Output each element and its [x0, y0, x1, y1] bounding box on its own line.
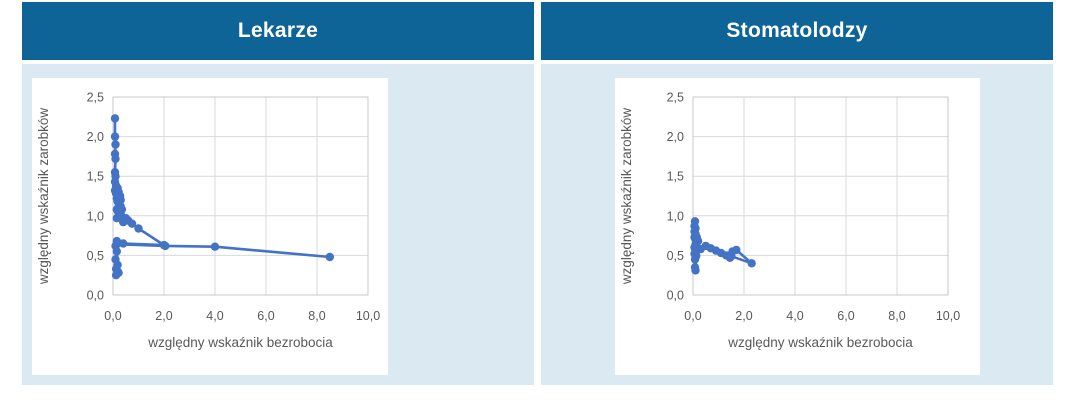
data-point	[119, 239, 128, 248]
data-point	[726, 252, 735, 261]
panel-body-stomatolodzy: 0,0 2,0 4,0 6,0 8,0 10,0 0,0 0,5 1,0 1,5 2,0 2,5 wzg…	[541, 64, 1053, 385]
data-point	[111, 154, 120, 163]
x-tick-label: 2,0	[735, 309, 752, 323]
data-point	[747, 259, 756, 268]
chart-svg: 0,0 2,0 4,0 6,0 8,0 10,0 0,0 0,5 1,0 1,5 2,0 2,5 wzg…	[36, 91, 380, 351]
y-axis-title: względny wskaźnik zarobków	[619, 108, 634, 286]
chart-panel-lekarze: 0,0 2,0 4,0 6,0 8,0 10,0 0,0 0,5 1,0 1,5 2,0 2,5 wzg…	[32, 78, 388, 375]
x-tick-label: 2,0	[155, 309, 172, 323]
comparison-table: Lekarze 0,0 2,0 4,0 6,0 8,0 10,0 0,0 0,5 1,0 1,5 2…	[22, 2, 1053, 385]
y-tick-label: 0,5	[666, 249, 683, 263]
y-tick-label: 2,0	[666, 130, 683, 144]
data-point	[731, 245, 740, 255]
x-axis-title: względny wskaźnik bezrobocia	[727, 335, 913, 350]
data-point	[110, 114, 120, 123]
panel-title-lekarze: Lekarze	[237, 19, 319, 42]
y-axis-title: względny wskaźnik zarobków	[36, 108, 51, 286]
data-point	[113, 267, 122, 276]
data-point	[111, 140, 120, 149]
panel-title-stomatolodzy: Stomatolodzy	[726, 19, 868, 42]
data-point	[110, 132, 120, 141]
y-tick-label: 1,0	[87, 209, 104, 223]
x-axis-title: względny wskaźnik bezrobocia	[147, 335, 333, 350]
column-stomatolodzy: Stomatolodzy 0,0 2,0 4,0 6,0 8,0 10,0 0,0 0,5 1,…	[541, 2, 1053, 385]
x-tick-label: 6,0	[837, 309, 854, 323]
data-point	[691, 251, 700, 260]
panel-body-lekarze: 0,0 2,0 4,0 6,0 8,0 10,0 0,0 0,5 1,0 1,5 2,0 2,5 wzg…	[22, 64, 534, 385]
chart-svg: 0,0 2,0 4,0 6,0 8,0 10,0 0,0 0,5 1,0 1,5 2,0 2,5 wzg…	[619, 91, 960, 351]
data-line	[113, 117, 332, 277]
column-lekarze: Lekarze 0,0 2,0 4,0 6,0 8,0 10,0 0,0 0,5 1,0 1,5 2…	[22, 2, 534, 385]
x-tick-label: 10,0	[935, 309, 959, 323]
x-tick-label: 0,0	[684, 309, 701, 323]
x-tick-label: 8,0	[308, 309, 325, 323]
y-tick-label: 2,0	[87, 130, 104, 144]
data-point	[210, 242, 220, 251]
y-tick-label: 1,0	[666, 209, 683, 223]
data-point	[325, 252, 334, 262]
plot-border	[112, 96, 369, 296]
y-tick-label: 1,5	[87, 170, 104, 184]
data-point	[112, 240, 122, 249]
x-tick-label: 8,0	[888, 309, 905, 323]
chart-panel-stomatolodzy: 0,0 2,0 4,0 6,0 8,0 10,0 0,0 0,5 1,0 1,5 2,0 2,5 wzg…	[614, 78, 980, 375]
panel-header-stomatolodzy: Stomatolodzy	[541, 2, 1053, 60]
y-tick-label: 0,5	[87, 249, 104, 263]
panel-header-lekarze: Lekarze	[22, 2, 534, 60]
data-point	[690, 266, 700, 275]
x-tick-label: 4,0	[206, 309, 223, 323]
y-tick-label: 2,5	[87, 91, 104, 105]
x-tick-label: 0,0	[104, 309, 121, 323]
y-tick-label: 1,5	[666, 170, 683, 184]
scatter-chart-lekarze: 0,0 2,0 4,0 6,0 8,0 10,0 0,0 0,5 1,0 1,5 2,0 2,5 wzg…	[32, 78, 388, 375]
plot-border	[692, 96, 948, 296]
y-tick-label: 0,0	[87, 289, 104, 303]
y-tick-label: 2,5	[666, 91, 683, 105]
x-tick-label: 6,0	[257, 309, 274, 323]
scatter-chart-stomatolodzy: 0,0 2,0 4,0 6,0 8,0 10,0 0,0 0,5 1,0 1,5 2,0 2,5 wzg…	[615, 78, 980, 375]
x-tick-label: 10,0	[356, 309, 380, 323]
data-point	[161, 241, 170, 251]
data-point	[134, 224, 143, 233]
data-point	[112, 247, 122, 256]
data-point	[127, 219, 137, 228]
x-tick-label: 4,0	[786, 309, 803, 323]
y-tick-label: 0,0	[666, 289, 683, 303]
